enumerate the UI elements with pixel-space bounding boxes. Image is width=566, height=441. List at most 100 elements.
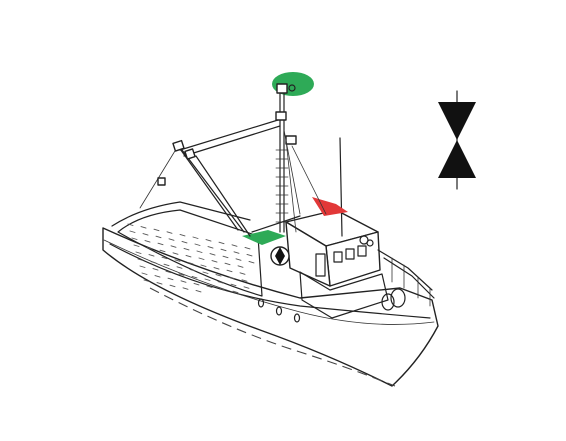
deck-plank-mark bbox=[232, 290, 239, 294]
deck-plank-mark bbox=[170, 245, 177, 248]
porthole bbox=[257, 298, 265, 308]
deck-plank-mark bbox=[241, 279, 248, 282]
deck-plank-mark bbox=[174, 259, 181, 262]
deck-plank-mark bbox=[205, 239, 212, 242]
gantry-arm bbox=[177, 145, 239, 231]
deck-plank-mark bbox=[148, 254, 155, 257]
lifebuoy bbox=[270, 246, 290, 266]
deck-plank-mark bbox=[220, 248, 227, 252]
guy-wire bbox=[291, 145, 327, 215]
mast-lamp bbox=[275, 111, 287, 121]
deck-plank-mark bbox=[167, 277, 174, 281]
wheelhouse-door bbox=[315, 253, 326, 277]
day-shape bbox=[438, 90, 476, 190]
deck-plank-mark bbox=[137, 258, 144, 261]
winch-drum bbox=[381, 293, 395, 311]
strut bbox=[251, 215, 301, 233]
deck-plank-mark bbox=[176, 266, 183, 269]
deck-plank-mark bbox=[143, 279, 150, 282]
deck-plank-mark bbox=[222, 255, 229, 259]
deck-plank-mark bbox=[157, 242, 164, 246]
bow-fittings bbox=[377, 249, 435, 311]
guy-wire bbox=[285, 139, 297, 233]
deck-plank-mark bbox=[230, 283, 237, 287]
deck-plank-mark bbox=[219, 288, 226, 291]
deck-plank-mark bbox=[200, 264, 207, 267]
mast-steps bbox=[275, 149, 289, 223]
masthead-light-lens bbox=[288, 84, 296, 92]
deck-plank-mark bbox=[172, 252, 179, 255]
hull bbox=[102, 201, 439, 387]
deck-plank-mark bbox=[204, 278, 211, 281]
deck-plank-mark bbox=[156, 282, 163, 285]
deck-outline bbox=[117, 209, 263, 297]
deck-plank-mark bbox=[185, 254, 192, 258]
searchlight bbox=[359, 235, 369, 245]
deck-plank-mark bbox=[144, 240, 151, 243]
derrick-rigging bbox=[139, 119, 327, 237]
deck-plank-mark bbox=[233, 251, 240, 254]
deck-plank-mark bbox=[209, 253, 216, 256]
deck-plank-mark bbox=[228, 276, 235, 280]
deck-plank-mark bbox=[150, 261, 157, 264]
deck-plank-mark bbox=[235, 258, 242, 261]
deck-plank-mark bbox=[161, 256, 168, 260]
porthole bbox=[275, 306, 283, 316]
deck-plank-mark bbox=[202, 271, 209, 274]
deck-plank-mark bbox=[159, 249, 166, 253]
deck-plank-mark bbox=[195, 289, 202, 293]
deck-plank-mark bbox=[163, 263, 170, 267]
deck-plank-mark bbox=[237, 265, 244, 268]
deck-plank-mark bbox=[224, 262, 231, 266]
deck-plank-mark bbox=[139, 265, 146, 268]
deck-plank-mark bbox=[196, 250, 203, 253]
main-mast bbox=[275, 83, 297, 233]
derrick-boom bbox=[179, 119, 279, 151]
deck-plank-mark bbox=[191, 275, 198, 279]
deck-plank-mark bbox=[218, 241, 225, 245]
rub-rail bbox=[103, 239, 435, 325]
bow-railing bbox=[377, 249, 435, 299]
deck-plank-mark bbox=[141, 272, 148, 275]
deck-plank-mark bbox=[243, 286, 250, 289]
deck-plank-mark bbox=[127, 223, 134, 226]
deck-plank-mark bbox=[180, 280, 187, 283]
deck-plank-mark bbox=[215, 274, 222, 277]
deck-plank-mark bbox=[194, 243, 201, 246]
rigging-block bbox=[157, 177, 166, 186]
deck-plank-mark bbox=[166, 231, 173, 234]
mast-lamp bbox=[285, 135, 297, 145]
deck-plank-mark bbox=[131, 237, 138, 240]
searchlight bbox=[366, 239, 374, 247]
deck-plank-mark bbox=[248, 260, 255, 264]
deck-plank-mark bbox=[152, 268, 159, 271]
deck-plank-mark bbox=[189, 268, 196, 272]
deck-plank-mark bbox=[239, 272, 246, 275]
deck-plank-mark bbox=[198, 257, 205, 260]
deck-plank-mark bbox=[193, 282, 200, 286]
deck-plank-mark bbox=[179, 233, 186, 237]
guy-wire bbox=[283, 129, 301, 215]
deck-plank-mark bbox=[207, 246, 214, 249]
rigging-block bbox=[184, 148, 196, 160]
port-sidelight bbox=[312, 197, 348, 216]
waterline-dash bbox=[149, 287, 396, 387]
deck-plank-mark bbox=[169, 284, 176, 288]
gantry-arm bbox=[181, 149, 245, 233]
deck-plank-mark bbox=[231, 244, 238, 247]
deck-plank-mark bbox=[146, 247, 153, 250]
deck-plank-mark bbox=[182, 287, 189, 290]
deck-plank-mark bbox=[133, 244, 140, 247]
deck-plank-mark bbox=[187, 261, 194, 265]
porthole bbox=[293, 313, 301, 323]
deck-plank-mark bbox=[178, 273, 185, 276]
winch-drum bbox=[390, 288, 406, 308]
guy-wire bbox=[139, 145, 179, 209]
deck-plank-mark bbox=[206, 285, 213, 288]
wheelhouse-window bbox=[345, 248, 355, 260]
day-shape-lower-cone bbox=[438, 140, 476, 178]
masthead-light bbox=[276, 83, 288, 94]
deck-plank-mark bbox=[213, 267, 220, 270]
